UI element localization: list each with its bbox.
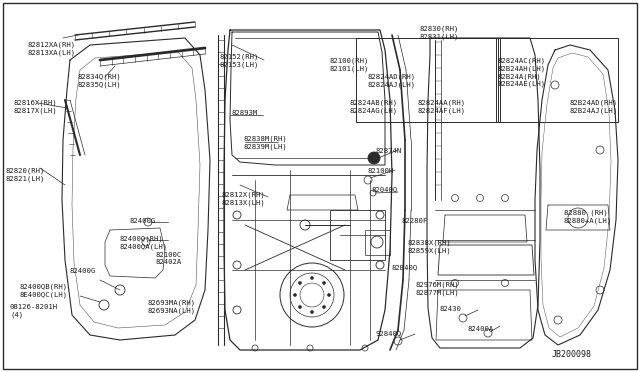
Text: 82400QB(RH)
8E400QC(LH): 82400QB(RH) 8E400QC(LH) [20, 284, 68, 298]
Text: 82040Q: 82040Q [372, 186, 398, 192]
Text: 82820(RH)
82821(LH): 82820(RH) 82821(LH) [6, 168, 45, 182]
Text: 82874N: 82874N [376, 148, 403, 154]
Text: 82893M: 82893M [232, 110, 259, 116]
Text: 82838X(RH)
82859X(LH): 82838X(RH) 82859X(LH) [408, 240, 452, 254]
Text: 82100C
82402A: 82100C 82402A [155, 252, 181, 265]
Circle shape [310, 276, 314, 279]
Text: 82152(RH)
82153(LH): 82152(RH) 82153(LH) [220, 54, 259, 68]
Text: 82824AA(RH)
82824AF(LH): 82824AA(RH) 82824AF(LH) [418, 100, 466, 114]
Circle shape [310, 311, 314, 314]
Bar [365, 230, 390, 255]
Text: 82880 (RH)
82880+A(LH): 82880 (RH) 82880+A(LH) [564, 210, 612, 224]
Circle shape [368, 152, 380, 164]
Text: 82400Q(RH)
82400QA(LH): 82400Q(RH) 82400QA(LH) [120, 236, 168, 250]
Text: 82976M(RH)
82877M(LH): 82976M(RH) 82877M(LH) [416, 282, 460, 296]
Text: 82812X(RH)
82813X(LH): 82812X(RH) 82813X(LH) [222, 192, 266, 206]
Text: 82430: 82430 [440, 306, 462, 312]
Circle shape [323, 282, 326, 285]
Circle shape [294, 294, 296, 296]
Bar [496, 38, 618, 122]
Text: 82816X(RH)
82817X(LH): 82816X(RH) 82817X(LH) [14, 100, 58, 114]
Text: 82812XA(RH)
82813XA(LH): 82812XA(RH) 82813XA(LH) [28, 42, 76, 56]
Text: 82824AC(RH)
82B24AH(LH)
82B24A(RH)
82B24AE(LH): 82824AC(RH) 82B24AH(LH) 82B24A(RH) 82B24… [498, 58, 546, 87]
Text: 82400G: 82400G [70, 268, 96, 274]
Text: 82693MA(RH)
82693NA(LH): 82693MA(RH) 82693NA(LH) [148, 300, 196, 314]
Text: 82100(RH)
82101(LH): 82100(RH) 82101(LH) [330, 58, 369, 72]
Circle shape [298, 305, 301, 308]
Text: 82B24AD(RH)
82B24AJ(LH): 82B24AD(RH) 82B24AJ(LH) [570, 100, 618, 114]
Circle shape [323, 305, 326, 308]
Text: 82834Q(RH)
82835Q(LH): 82834Q(RH) 82835Q(LH) [78, 74, 122, 88]
Bar [356, 38, 500, 122]
Text: 82100H: 82100H [368, 168, 394, 174]
Bar [330, 210, 385, 260]
Text: 82B40Q: 82B40Q [392, 264, 419, 270]
Text: 92840Q: 92840Q [376, 330, 403, 336]
Text: 82824AD(RH)
82824AJ(LH): 82824AD(RH) 82824AJ(LH) [368, 74, 416, 88]
Text: 82280F: 82280F [402, 218, 428, 224]
Circle shape [298, 282, 301, 285]
Text: 08126-8201H
(4): 08126-8201H (4) [10, 304, 58, 317]
Text: 82400G: 82400G [130, 218, 156, 224]
Text: JB200098: JB200098 [552, 350, 592, 359]
Text: 82830(RH)
82831(LH): 82830(RH) 82831(LH) [420, 26, 460, 40]
Circle shape [328, 294, 330, 296]
Text: 82400A: 82400A [468, 326, 494, 332]
Text: 82838M(RH)
82839M(LH): 82838M(RH) 82839M(LH) [244, 136, 288, 150]
Text: 82824AB(RH)
82824AG(LH): 82824AB(RH) 82824AG(LH) [350, 100, 398, 114]
